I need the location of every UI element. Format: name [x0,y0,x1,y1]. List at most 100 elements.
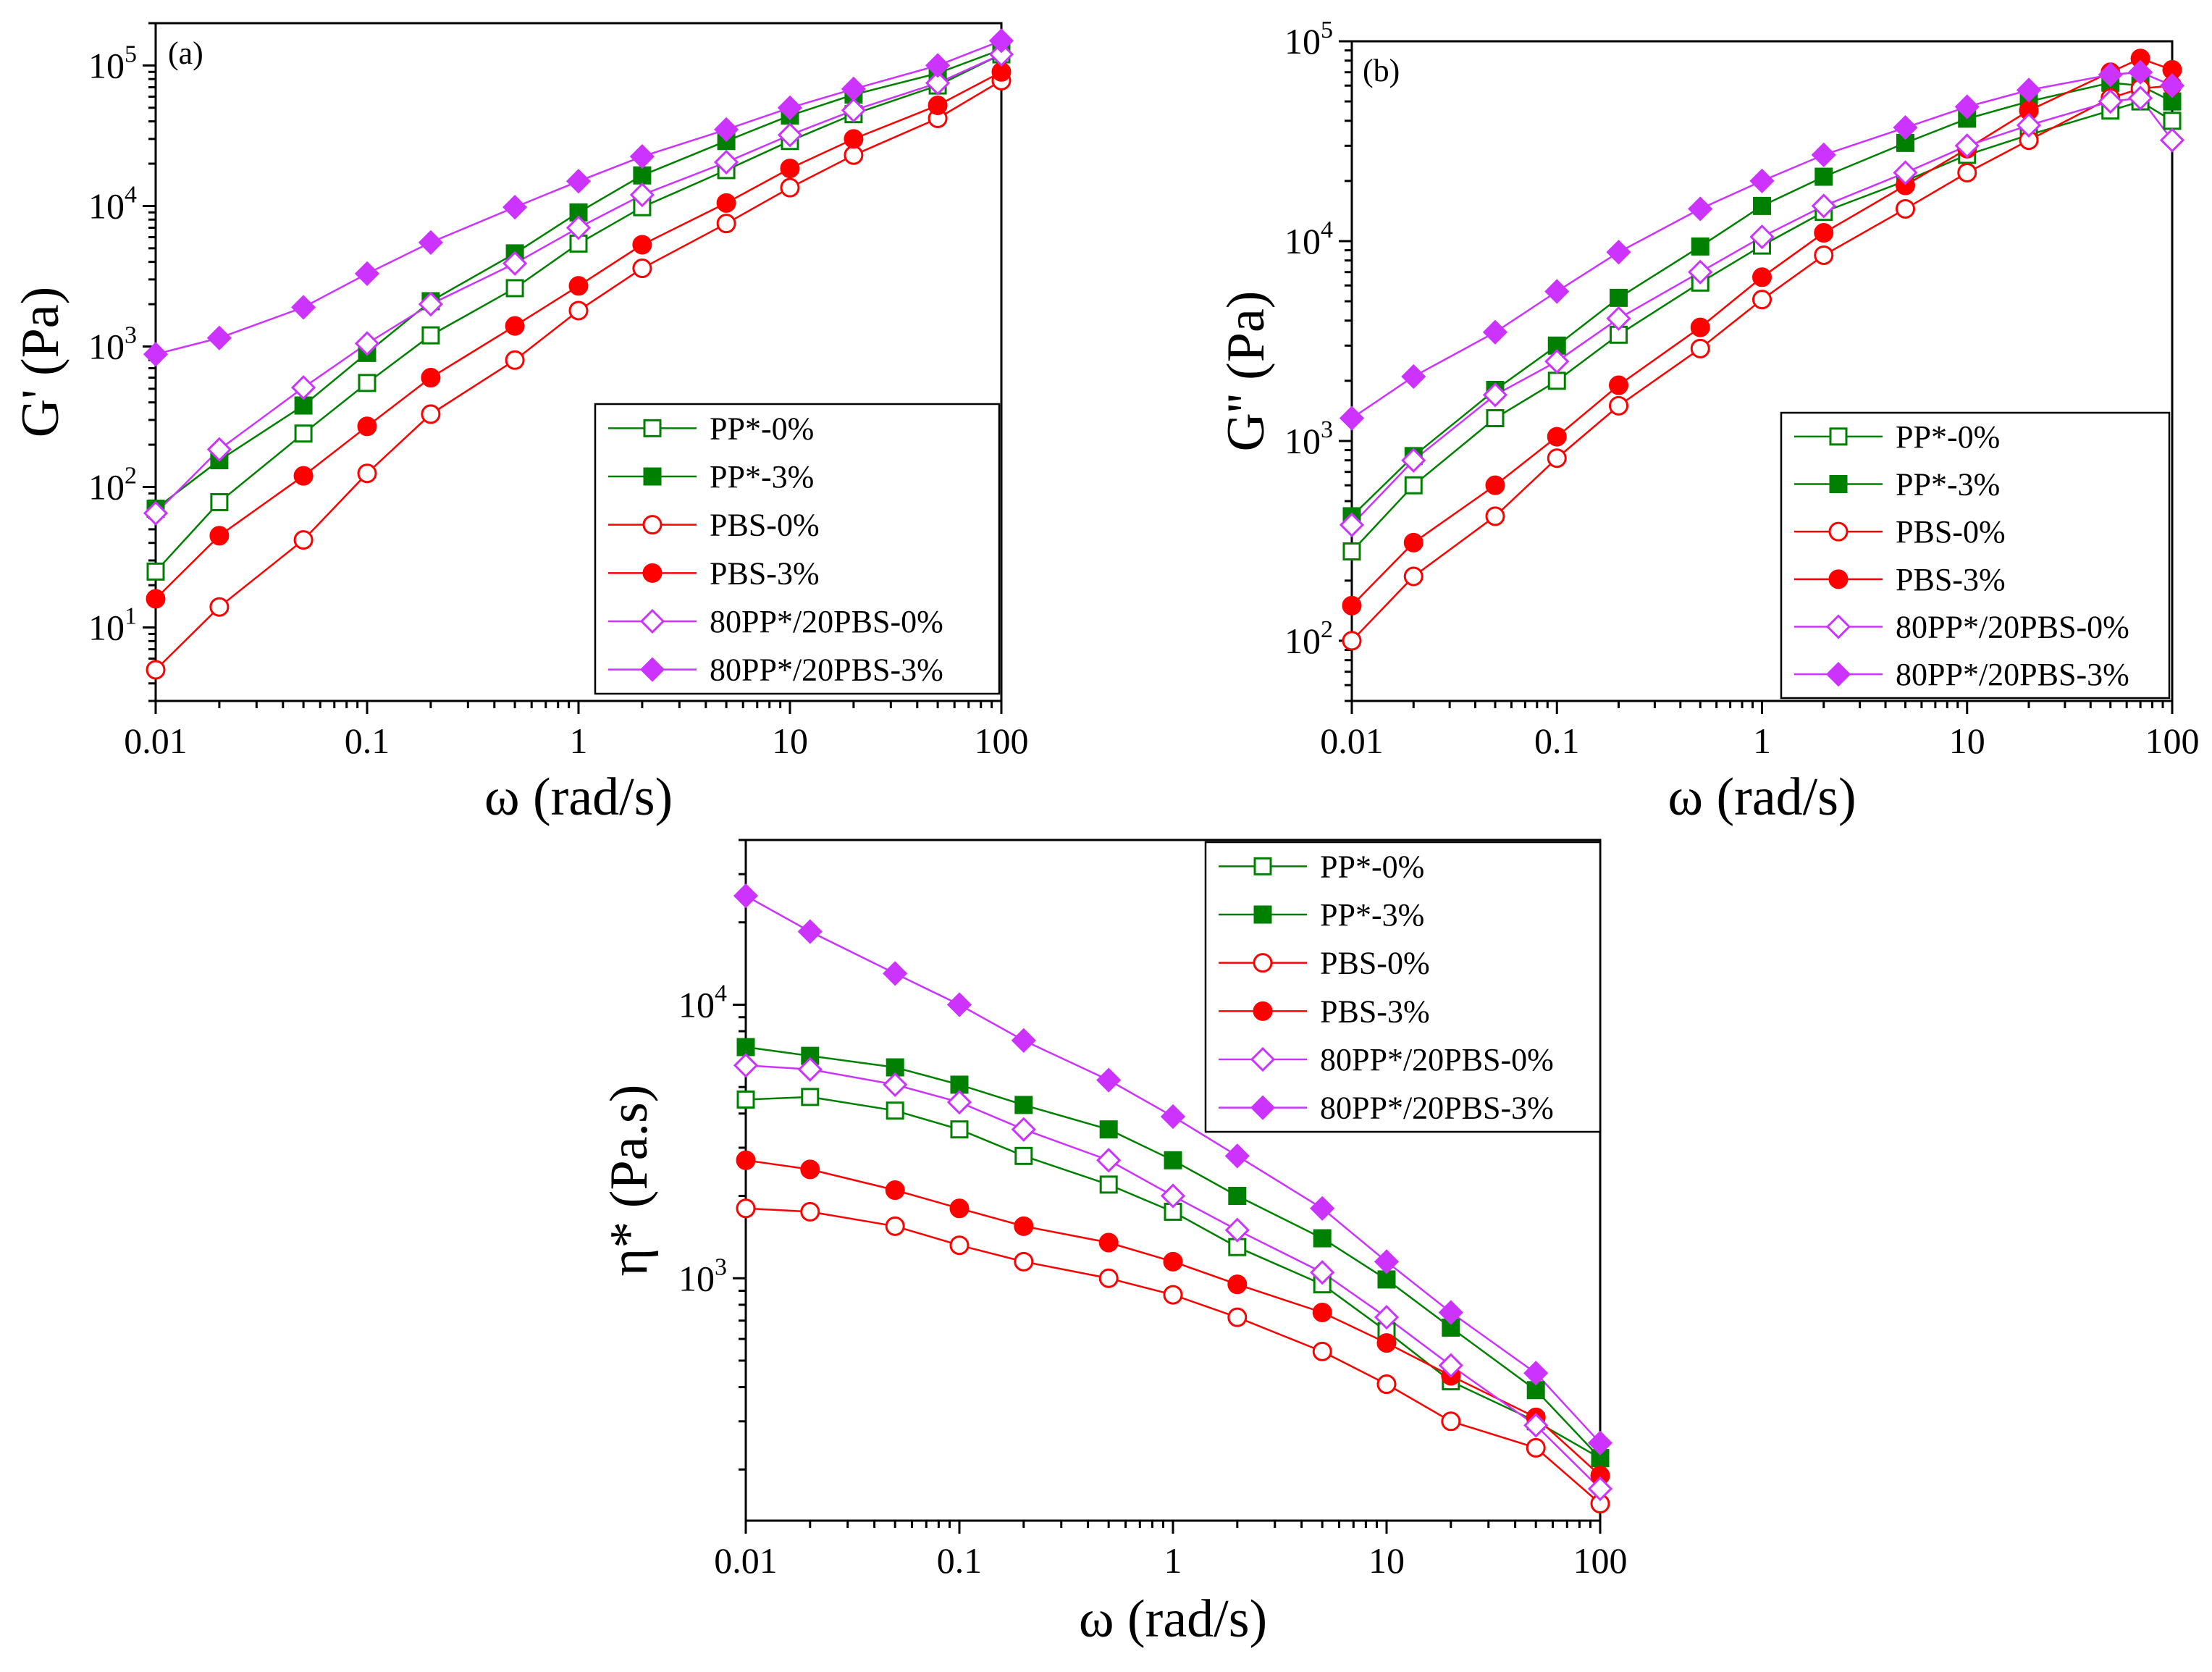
legend-label: PBS-0% [710,508,820,543]
series-line [1351,82,2173,517]
data-point [1587,1476,1613,1502]
data-point [290,295,316,320]
data-point [146,660,166,680]
x-tick-label: 0.1 [1534,721,1580,761]
data-point [716,193,736,213]
data-point [1403,532,1423,553]
legend-marker [1253,857,1272,875]
data-point [1313,1229,1332,1248]
data-point [1374,1305,1400,1330]
data-point [1310,1196,1335,1221]
legend-label: PBS-0% [1896,514,2006,550]
data-point [841,98,867,123]
data-point [209,526,230,546]
data-point [629,143,655,169]
data-point [1752,267,1772,287]
data-point [780,177,800,198]
data-point [1606,306,1631,331]
legend-box [1204,841,1602,1133]
data-point [844,129,864,149]
data-point [1957,162,1977,182]
data-point [1485,506,1505,526]
data-point [801,1088,820,1106]
legend-marker [1829,427,1848,446]
y-tick-label: 102 [88,463,137,508]
data-point [421,404,441,424]
legend-marker [642,515,663,535]
x-tick-label: 0.01 [714,1540,778,1581]
data-point [1814,167,1833,186]
data-point [1814,223,1834,243]
data-point [505,350,525,370]
data-point [883,1072,908,1098]
legend-marker [1253,1001,1273,1021]
legend-label: PP*-0% [1896,419,2000,455]
data-point [1310,1260,1335,1285]
data-point [1526,1437,1546,1458]
y-tick-label: 103 [88,322,137,366]
data-point [886,1101,904,1120]
data-point [1160,1183,1186,1209]
data-point [1401,448,1426,473]
data-point [1312,1302,1332,1322]
data-point [1403,566,1423,587]
data-point [946,1090,972,1115]
y-tick-label: 102 [1284,616,1333,661]
data-point [1342,542,1361,561]
data-point [1482,319,1508,345]
y-tick-label: 104 [88,181,137,226]
data-point [2128,59,2153,85]
data-point [1954,133,1980,159]
data-point [565,215,592,240]
data-point [1438,1300,1463,1325]
data-point [143,500,169,526]
data-point [210,492,229,511]
data-point [1438,1353,1463,1378]
data-point [841,76,867,102]
x-tick-label: 1 [570,721,588,761]
data-point [733,883,759,909]
data-point [1547,427,1567,447]
data-point [1753,196,1771,215]
data-point [1164,1151,1182,1169]
data-point [206,325,232,350]
data-point [844,145,864,165]
y-axis-title: G' (Pa) [11,287,70,438]
data-point [1096,1148,1122,1173]
data-point [632,235,652,255]
data-point [2128,85,2153,111]
data-point [1160,1104,1186,1130]
data-point [988,28,1014,54]
x-tick-label: 10 [1368,1540,1405,1581]
data-point [988,41,1014,67]
data-point [206,437,232,462]
data-point [293,466,314,486]
legend-label: 80PP*/20PBS-3% [710,652,943,688]
data-point [568,301,589,321]
x-axis-title: ω (rad/s) [1668,768,1856,827]
data-point [290,375,316,400]
data-point [502,251,528,276]
data-point [418,291,444,317]
legend-marker [1250,1046,1276,1072]
data-point [2098,88,2123,114]
data-point [1609,375,1629,395]
data-point [1014,1251,1034,1272]
data-point [1814,245,1834,265]
data-point [1096,1067,1122,1093]
data-point [1547,448,1567,469]
legend-label: PP*-3% [1896,467,2000,503]
data-point [1312,1341,1332,1361]
data-point [209,597,230,617]
data-point [1811,193,1836,219]
legend-label: PBS-0% [1320,946,1430,981]
data-point [421,326,440,345]
legend-label: 80PP*/20PBS-3% [1320,1091,1554,1126]
legend-marker [639,657,665,682]
data-point [1404,476,1423,495]
x-tick-label: 10 [772,721,808,761]
legend-label: PBS-3% [1896,562,2006,597]
legend-marker [1828,521,1849,542]
data-point [357,463,377,484]
data-point [1691,237,1710,256]
